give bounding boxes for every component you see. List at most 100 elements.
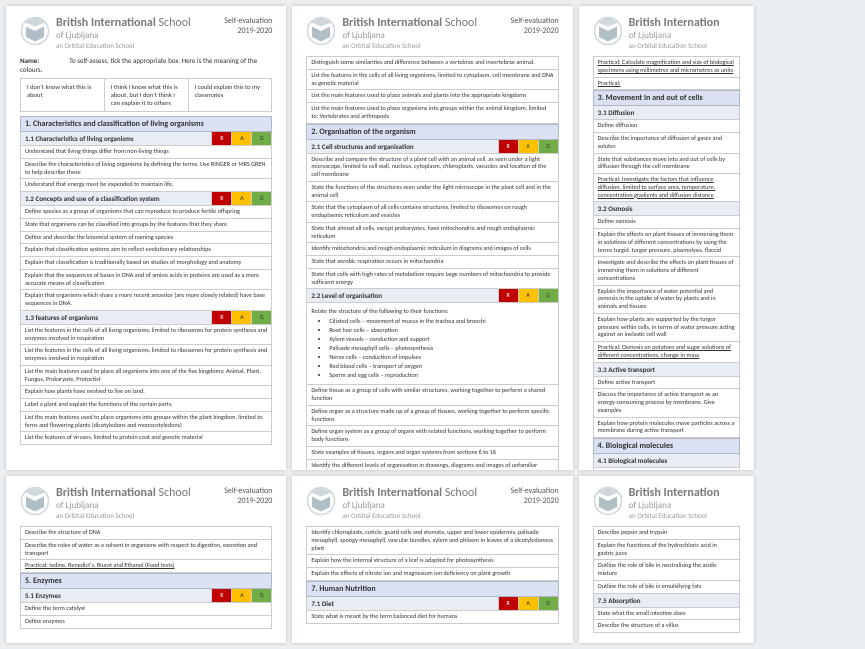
criteria-row: List the main features used to place all… [20, 366, 272, 387]
criteria-row: State that substances move into and out … [593, 154, 740, 175]
subsection-heading: 7.5 Absorption [593, 594, 740, 608]
criteria-row: Practical: Osmosis on potatoes and sugar… [593, 342, 740, 363]
criteria-row: Outline the role of bile in emulsifying … [593, 581, 740, 594]
rag-g[interactable]: G [539, 597, 559, 611]
year-label: 2019-2020 [224, 496, 272, 506]
school-logo-icon [306, 486, 336, 516]
criteria-row: Define the term catalyst [20, 603, 272, 616]
page-3: British Internation of Ljubljana an Orbi… [579, 6, 754, 470]
criteria-row: Practical: Iodine, Benedict's, Biuret an… [20, 560, 272, 573]
legend-cell: I think I know what this is about, but I… [105, 79, 189, 111]
school-logo-icon [306, 16, 336, 46]
school-tagline: an Orbital Education School [342, 41, 510, 50]
school-tagline: an Orbital Education School [342, 511, 510, 520]
school-city: of Ljubljana [629, 500, 740, 511]
school-city: of Ljubljana [342, 30, 510, 41]
rag-r[interactable]: R [499, 597, 519, 611]
section-heading: 3. Movement in and out of cells [593, 90, 740, 106]
page-2: British International School of Ljubljan… [292, 6, 572, 470]
criteria-row: Define organ system as a group of organs… [306, 426, 558, 447]
rag-r[interactable]: R [499, 140, 519, 154]
criteria-row: List the chemical elements that make up:… [593, 468, 740, 470]
criteria-row: Describe pepsin and trypsin [593, 526, 740, 540]
rag-a[interactable]: A [232, 192, 252, 206]
criteria-row: Practical: [593, 78, 740, 91]
school-tagline: an Orbital Education School [56, 41, 224, 50]
school-name: British Internation [629, 16, 740, 30]
rag-r[interactable]: R [212, 132, 232, 146]
rag-r[interactable]: R [212, 192, 232, 206]
subsection-heading: 4.1 Biological molecules [593, 454, 740, 468]
criteria-row: Understand that living things differ fro… [20, 146, 272, 159]
bullet-item: Sperm and egg cells – reproduction [329, 371, 553, 379]
criteria-row: Explain that classification is tradition… [20, 257, 272, 270]
criteria-row: Describe and compare the structure of a … [306, 154, 558, 182]
criteria-row: Explain the importance of water potentia… [593, 286, 740, 314]
rag-a[interactable]: A [232, 132, 252, 146]
rag-a[interactable]: A [232, 311, 252, 325]
criteria-row: Describe the importance of diffusion of … [593, 133, 740, 154]
criteria-row: Discuss the importance of active transpo… [593, 389, 740, 417]
section-heading: 4. Biological molecules [593, 438, 740, 454]
criteria-row: Describe the characteristics of living o… [20, 159, 272, 180]
school-city: of Ljubljana [342, 500, 510, 511]
rag-g[interactable]: G [539, 289, 559, 303]
criteria-row: State the functions of the structures se… [306, 182, 558, 203]
header: British International School of Ljubljan… [20, 16, 272, 50]
criteria-row: Describe the roles of water as a solvent… [20, 540, 272, 561]
rag-g[interactable]: G [252, 311, 272, 325]
section-heading: 7. Human Nutrition [306, 581, 558, 597]
criteria-row: Describe the structure of a villus [593, 620, 740, 633]
rag-g[interactable]: G [252, 589, 272, 603]
criteria-row: Identify mitochondria and rough endoplas… [306, 243, 558, 256]
school-tagline: an Orbital Education School [56, 511, 224, 520]
rag-a[interactable]: A [519, 289, 539, 303]
criteria-row: Explain the effects of nitrate ion and m… [306, 568, 558, 581]
criteria-row: List the main features used to place ani… [306, 90, 558, 103]
criteria-row: Label a plant and explain the functions … [20, 399, 272, 412]
criteria-row: List the main features used to place org… [20, 412, 272, 433]
self-eval-label: Self-evaluation [224, 486, 272, 496]
page-6: British Internation of Ljubljana an Orbi… [579, 476, 754, 643]
criteria-row: Practical: Investigate the factors that … [593, 174, 740, 202]
subsection-heading: 1.3 features of organisms [20, 311, 212, 325]
page-4: British International School of Ljubljan… [6, 476, 286, 643]
criteria-row: State that organisms can be classified i… [20, 219, 272, 232]
criteria-row: Outline the role of bile in neutralising… [593, 560, 740, 581]
criteria-row: Explain the effects on plant tissues of … [593, 229, 740, 257]
rag-a[interactable]: A [232, 589, 252, 603]
page-5: British International School of Ljubljan… [292, 476, 572, 643]
school-city: of Ljubljana [56, 500, 224, 511]
rag-r[interactable]: R [499, 289, 519, 303]
school-logo-icon [20, 16, 50, 46]
subsection-heading: 3.1 Diffusion [593, 106, 740, 120]
name-line: Name:To self-assess, tick the appropriat… [20, 56, 272, 74]
legend-table: I don't know what this is about I think … [20, 78, 272, 112]
bullet-item: Xylem vessels – conduction and support [329, 335, 553, 343]
criteria-row: State that cells with high rates of meta… [306, 269, 558, 290]
rag-r[interactable]: R [212, 589, 232, 603]
school-name: British International School [342, 16, 510, 30]
criteria-row: List the features of viruses, limited to… [20, 432, 272, 445]
bullet-lead: Relate the structure of the following to… [311, 307, 553, 315]
criteria-row: List the main features used to place org… [306, 103, 558, 124]
criteria-row: State what the small intestine does [593, 608, 740, 621]
criteria-row: Practical: Calculate magnification and s… [593, 56, 740, 78]
subsection-heading: 7.1 Diet [306, 597, 498, 611]
criteria-row: Investigate and describe the effects on … [593, 257, 740, 285]
rag-g[interactable]: G [252, 132, 272, 146]
rag-a[interactable]: A [519, 140, 539, 154]
year-label: 2019-2020 [511, 496, 559, 506]
bullet-item: Nerve cells – conduction of impulses [329, 353, 553, 361]
criteria-row: Explain how plants have evolved to live … [20, 386, 272, 399]
rag-g[interactable]: G [252, 192, 272, 206]
criteria-row: Define active transport [593, 377, 740, 390]
criteria-row: List the features in the cells of all li… [20, 325, 272, 346]
bullet-item: Ciliated cells – movement of mucus in th… [329, 317, 553, 325]
rag-r[interactable]: R [212, 311, 232, 325]
rag-g[interactable]: G [539, 140, 559, 154]
criteria-row: State what is meant by the term balanced… [306, 611, 558, 624]
rag-a[interactable]: A [519, 597, 539, 611]
bullet-item: Red blood cells – transport of oxygen [329, 362, 553, 370]
criteria-row: Define species as a group of organisms t… [20, 206, 272, 219]
